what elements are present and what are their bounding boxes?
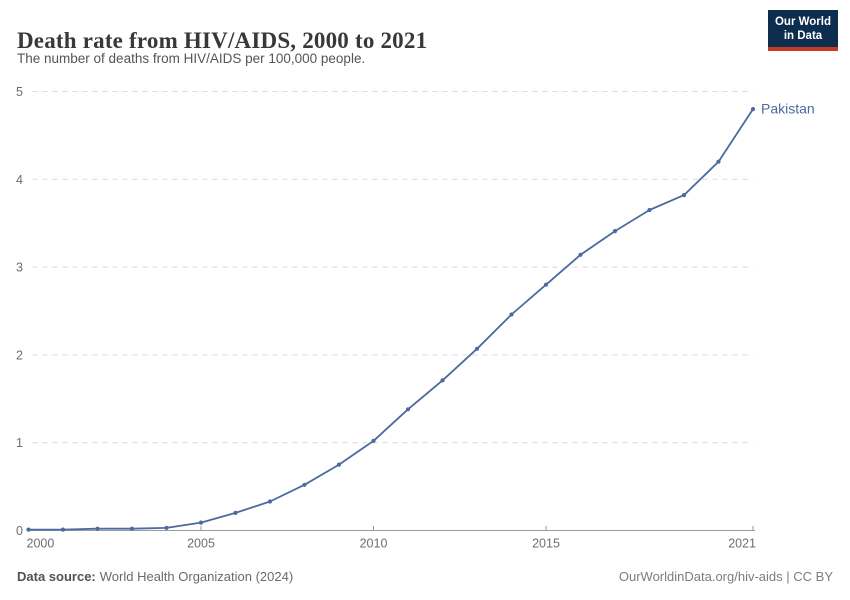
y-tick-label: 5 [16,85,23,99]
data-point[interactable] [198,520,204,525]
data-point[interactable] [578,252,583,257]
y-gridlines: 0 1 2 3 4 5 [16,85,755,538]
data-point[interactable] [302,482,307,487]
y-tick-label: 3 [16,261,23,275]
data-point[interactable] [233,510,238,515]
data-point[interactable] [543,282,549,287]
y-tick-label: 1 [16,436,23,450]
x-tick-label: 2021 [728,537,756,551]
y-tick-label: 2 [16,348,23,362]
data-source-label: Data source: [17,569,96,584]
data-point[interactable] [440,378,445,383]
x-tick-label: 2015 [532,537,560,551]
data-point[interactable] [95,526,100,531]
x-tick-label: 2000 [27,537,55,551]
x-tick-label: 2010 [360,537,388,551]
page-title: Death rate from HIV/AIDS, 2000 to 2021 [17,28,428,54]
series-line[interactable] [27,108,754,531]
data-source-note: Data source: World Health Organization (2… [17,569,293,584]
data-point[interactable] [750,107,756,112]
data-source-value: World Health Organization (2024) [99,569,294,584]
data-point[interactable] [474,346,480,351]
y-tick-label: 0 [16,524,23,538]
credit-link[interactable]: OurWorldinData.org/hiv-aids [618,569,783,584]
y-tick-label: 4 [16,173,23,187]
credit-license: | CC BY [782,569,833,584]
data-point[interactable] [405,407,411,412]
chart-subtitle: The number of deaths from HIV/AIDS per 1… [17,51,366,66]
owid-logo-line2: in Data [783,30,823,42]
data-point[interactable] [164,525,169,531]
series-pakistan: Pakistan [26,101,815,532]
data-point[interactable] [371,438,376,443]
owid-logo[interactable]: Our World in Data [768,10,838,51]
data-point[interactable] [612,229,618,234]
owid-logo-line1: Our World [774,16,831,28]
data-point[interactable] [509,312,514,317]
data-point[interactable] [716,159,721,164]
x-axis: 2000 2005 2010 2015 2021 [27,526,756,551]
series-end-label[interactable]: Pakistan [761,101,815,117]
x-tick-label: 2005 [187,537,215,551]
data-point[interactable] [129,526,135,531]
data-point[interactable] [647,207,652,213]
data-point[interactable] [336,462,342,467]
credit-note: OurWorldinData.org/hiv-aids | CC BY [619,569,833,584]
data-point[interactable] [60,527,66,532]
data-point[interactable] [26,527,31,532]
data-point[interactable] [267,499,273,504]
data-point[interactable] [681,193,687,198]
